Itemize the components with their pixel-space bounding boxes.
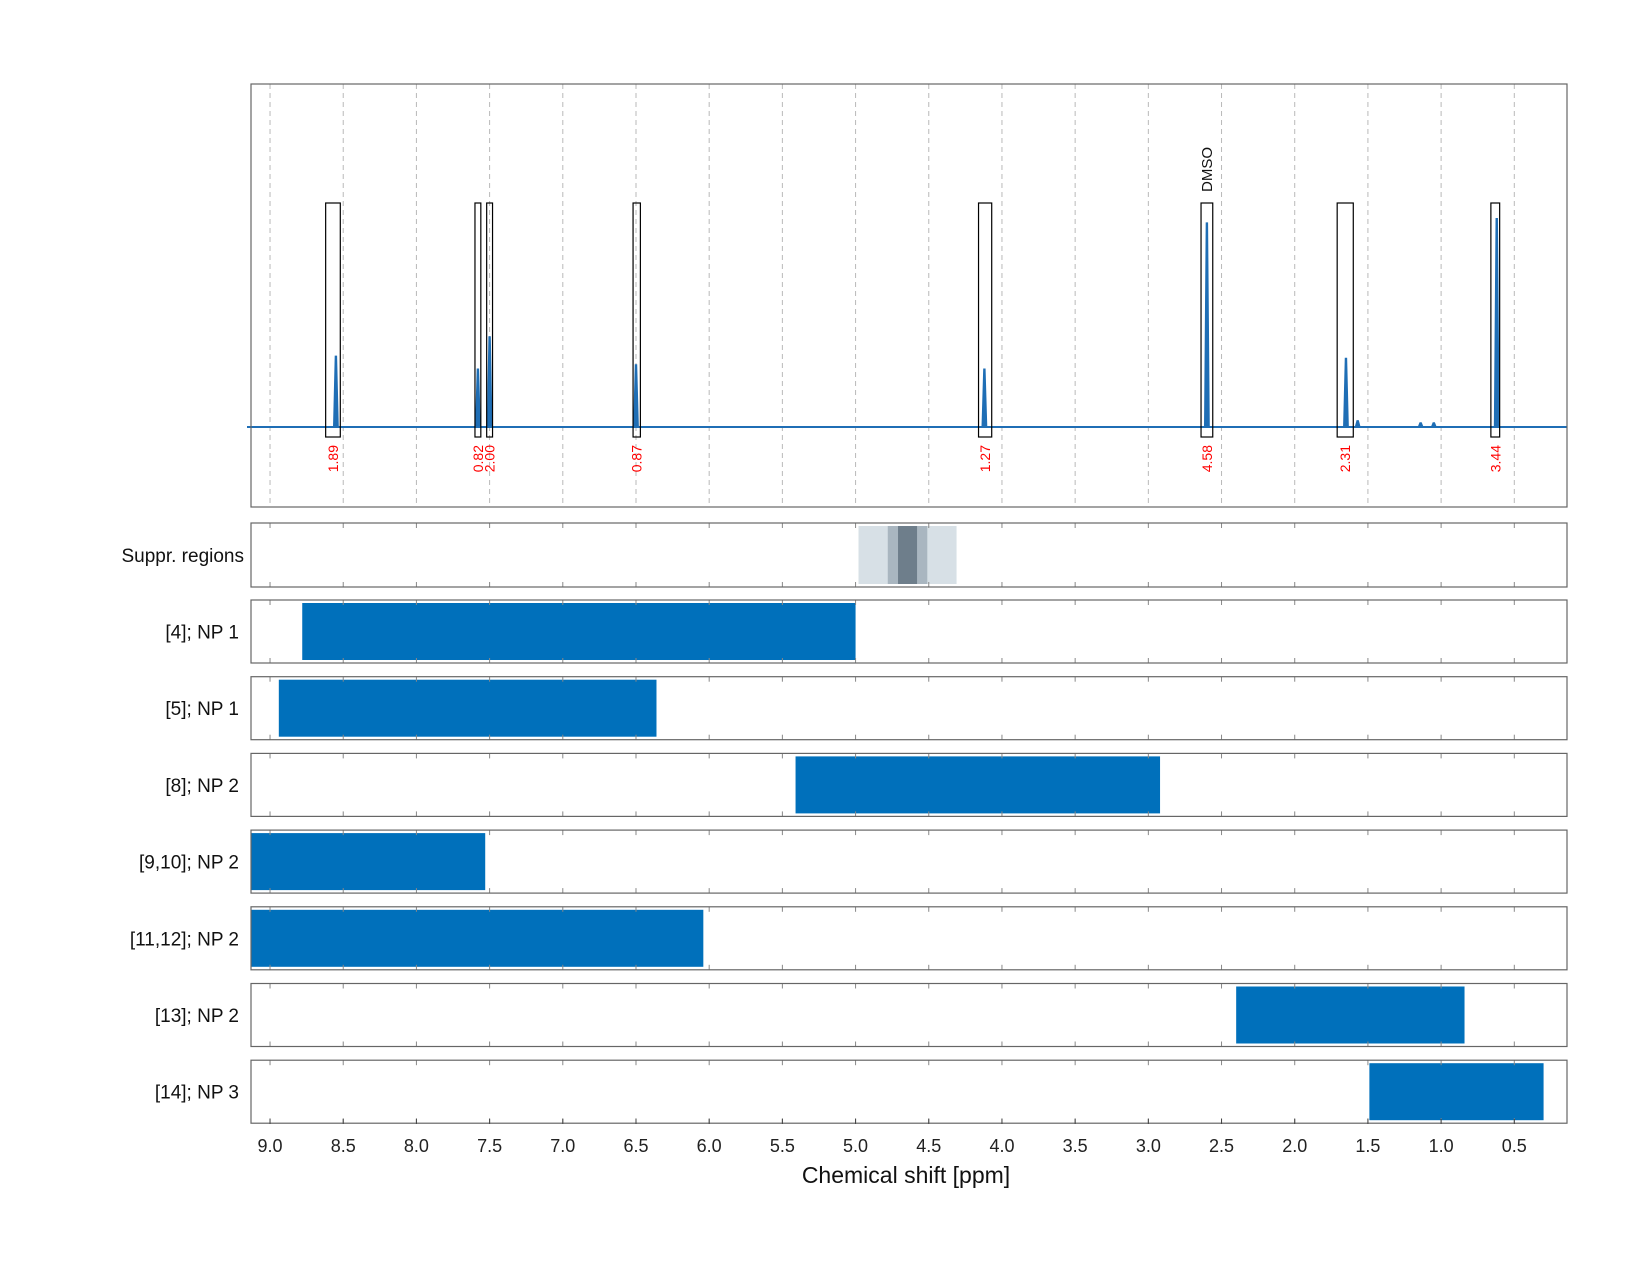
x-tick-label-6: 6.0 — [697, 1136, 722, 1156]
range-bar-0 — [302, 603, 856, 660]
x-tick-label-9: 4.5 — [916, 1136, 941, 1156]
grid-lines — [269, 84, 1515, 507]
spectrum-peak-4 — [981, 368, 988, 428]
suppression-row-frame — [250, 522, 1568, 588]
range-row-label-4: [11,12]; NP 2 — [130, 929, 239, 950]
range-row-frame-6 — [250, 1059, 1568, 1124]
integral-box-2 — [486, 202, 494, 438]
x-tick-label-8: 5.0 — [843, 1136, 868, 1156]
spectrum-peak-1 — [474, 368, 481, 428]
x-tick-label-7: 5.5 — [770, 1136, 795, 1156]
integral-box-3 — [632, 202, 641, 438]
x-tick-label-5: 6.5 — [623, 1136, 648, 1156]
x-tick-label-11: 3.5 — [1063, 1136, 1088, 1156]
range-bar-2 — [795, 756, 1161, 814]
spectrum-panel: 1.89 0.822.00 0.87 1.27 4.58 2.31 3.44 DMSO — [247, 83, 1568, 508]
spectrum-peak-6 — [1343, 357, 1349, 428]
integral-label-6: 2.31 — [1337, 445, 1353, 472]
spectrum-peak-10 — [1493, 218, 1500, 428]
spectrum-peak-7 — [1354, 420, 1361, 428]
range-row-frame-5 — [250, 982, 1568, 1048]
x-axis: 9.0 8.5 8.0 7.5 7.0 6.5 6.0 5.5 5.0 4.5 4.0 3.5 3.0 2… — [258, 1119, 1527, 1156]
integral-box-6 — [1336, 202, 1354, 438]
range-row-frame-0 — [250, 599, 1568, 664]
integral-box-1 — [474, 202, 482, 438]
integral-box-5 — [1200, 202, 1214, 438]
spectrum-peak-9 — [1430, 422, 1437, 428]
x-tick-label-10: 4.0 — [989, 1136, 1014, 1156]
integral-box-4 — [977, 202, 993, 438]
integral-label-4: 1.27 — [977, 445, 993, 472]
range-bar-5 — [1236, 986, 1465, 1044]
range-rows: Suppr. regions [4]; NP 1 [5]; NP 1 [8]; NP … — [121, 522, 1568, 1124]
x-tick-label-13: 2.5 — [1209, 1136, 1234, 1156]
range-row-label-0: [4]; NP 1 — [165, 623, 239, 644]
spectrum-frame — [250, 83, 1568, 508]
range-row-label-6: [14]; NP 3 — [155, 1083, 239, 1104]
range-bar-1 — [278, 679, 657, 737]
integral-label-3: 0.87 — [629, 445, 645, 472]
x-axis-label: Chemical shift [ppm] — [802, 1162, 1010, 1188]
x-tick-label-3: 7.5 — [477, 1136, 502, 1156]
range-row-frame-1 — [250, 676, 1568, 741]
range-bar-6 — [1369, 1063, 1544, 1121]
x-tick-label-1: 8.5 — [331, 1136, 356, 1156]
x-tick-label-15: 1.5 — [1355, 1136, 1380, 1156]
range-row-label-5: [13]; NP 2 — [155, 1006, 239, 1027]
range-bar-3 — [251, 833, 486, 891]
integral-label-1: 0.82 — [470, 445, 486, 472]
integral-label-0: 1.89 — [325, 445, 341, 472]
x-tick-label-4: 7.0 — [550, 1136, 575, 1156]
range-row-frame-3 — [250, 829, 1568, 894]
range-bar-4 — [251, 909, 704, 967]
x-tick-label-0: 9.0 — [258, 1136, 283, 1156]
integral-label-2: 2.00 — [482, 445, 498, 472]
range-row-label-2: [8]; NP 2 — [165, 776, 239, 797]
integral-label-5: 4.58 — [1199, 445, 1215, 472]
integral-box-0 — [325, 202, 341, 438]
spectrum-peak-0 — [332, 355, 339, 428]
integral-label-7: 3.44 — [1487, 445, 1503, 472]
x-tick-label-16: 1.0 — [1429, 1136, 1454, 1156]
x-tick-label-14: 2.0 — [1282, 1136, 1307, 1156]
range-row-label-1: [5]; NP 1 — [165, 699, 239, 720]
x-tick-label-12: 3.0 — [1136, 1136, 1161, 1156]
spectrum-peak-2 — [486, 336, 493, 428]
annotation-0: DMSO — [1199, 147, 1216, 192]
x-tick-label-2: 8.0 — [404, 1136, 429, 1156]
x-tick-label-17: 0.5 — [1502, 1136, 1527, 1156]
spectrum-peak-8 — [1417, 422, 1424, 428]
range-row-frame-4 — [250, 906, 1568, 971]
range-row-frame-2 — [250, 752, 1568, 818]
integral-box-7 — [1490, 202, 1501, 438]
spectrum-peak-5 — [1203, 222, 1210, 428]
spectrum-peak-3 — [633, 364, 639, 428]
range-row-label-3: [9,10]; NP 2 — [139, 853, 239, 874]
suppression-region-2 — [898, 526, 918, 584]
suppression-row-label: Suppr. regions — [121, 546, 244, 567]
